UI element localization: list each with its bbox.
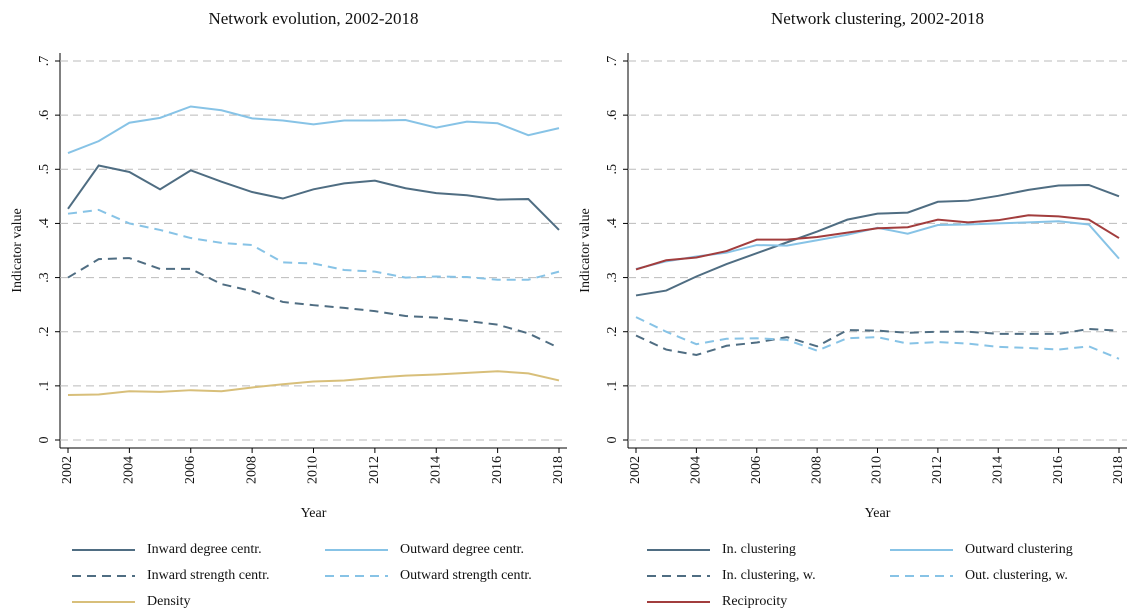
- series-line: [635, 316, 1120, 360]
- y-tick-label: .1: [605, 381, 620, 392]
- legend-label: Outward degree centr.: [400, 542, 524, 557]
- chart-title: Network clustering, 2002-2018: [771, 9, 984, 28]
- legend-label: Reciprocity: [722, 594, 787, 609]
- legend-label: In. clustering: [722, 542, 796, 557]
- x-tick-label: 2014: [428, 456, 443, 484]
- y-tick-label: .1: [37, 381, 52, 392]
- y-axis-label: Indicator value: [578, 208, 593, 292]
- legend-label: Density: [147, 594, 191, 609]
- x-tick-label: 2010: [306, 456, 321, 484]
- legend-label: Inward strength centr.: [147, 568, 269, 583]
- legend-label: Outward clustering: [965, 542, 1073, 557]
- series-line: [635, 183, 1120, 297]
- y-tick-label: .6: [37, 110, 52, 121]
- x-tick-label: 2016: [1051, 456, 1066, 484]
- series-line: [67, 164, 560, 231]
- x-tick-label: 2008: [809, 456, 824, 484]
- x-axis-label: Year: [301, 506, 327, 521]
- series-line: [67, 257, 560, 349]
- legend-label: Inward degree centr.: [147, 542, 262, 557]
- x-axis-label: Year: [865, 506, 891, 521]
- y-tick-label: 0: [37, 437, 52, 444]
- x-tick-label: 2006: [749, 456, 764, 484]
- x-tick-label: 2006: [183, 456, 198, 484]
- series-line: [635, 214, 1120, 271]
- legend-label: Outward strength centr.: [400, 568, 532, 583]
- x-tick-label: 2010: [870, 456, 885, 484]
- y-tick-label: .7: [605, 56, 620, 67]
- y-tick-label: .7: [37, 56, 52, 67]
- x-tick-label: 2018: [551, 456, 566, 484]
- y-tick-label: .2: [37, 326, 52, 337]
- series-line: [635, 328, 1120, 357]
- x-tick-label: 2004: [689, 456, 704, 484]
- x-tick-label: 2004: [122, 456, 137, 484]
- y-tick-label: .5: [605, 164, 620, 175]
- x-tick-label: 2016: [490, 456, 505, 484]
- x-tick-label: 2008: [244, 456, 259, 484]
- y-tick-label: .4: [605, 218, 620, 229]
- y-tick-label: .5: [37, 164, 52, 175]
- y-tick-label: .4: [37, 218, 52, 229]
- x-tick-label: 2014: [990, 456, 1005, 484]
- x-tick-label: 2018: [1111, 456, 1126, 484]
- y-tick-label: .2: [605, 326, 620, 337]
- y-tick-label: .6: [605, 110, 620, 121]
- series-line: [67, 208, 560, 281]
- y-tick-label: .3: [37, 272, 52, 283]
- y-tick-label: .3: [605, 272, 620, 283]
- y-tick-label: 0: [605, 437, 620, 444]
- series-line: [67, 105, 560, 154]
- y-axis-label: Indicator value: [10, 208, 25, 292]
- chart-title: Network evolution, 2002-2018: [208, 9, 418, 28]
- x-tick-label: 2012: [367, 456, 382, 484]
- x-tick-label: 2002: [628, 456, 643, 484]
- x-tick-label: 2002: [60, 456, 75, 484]
- series-line: [67, 370, 560, 397]
- legend-label: In. clustering, w.: [722, 568, 816, 583]
- legend-label: Out. clustering, w.: [965, 568, 1068, 583]
- x-tick-label: 2012: [930, 456, 945, 484]
